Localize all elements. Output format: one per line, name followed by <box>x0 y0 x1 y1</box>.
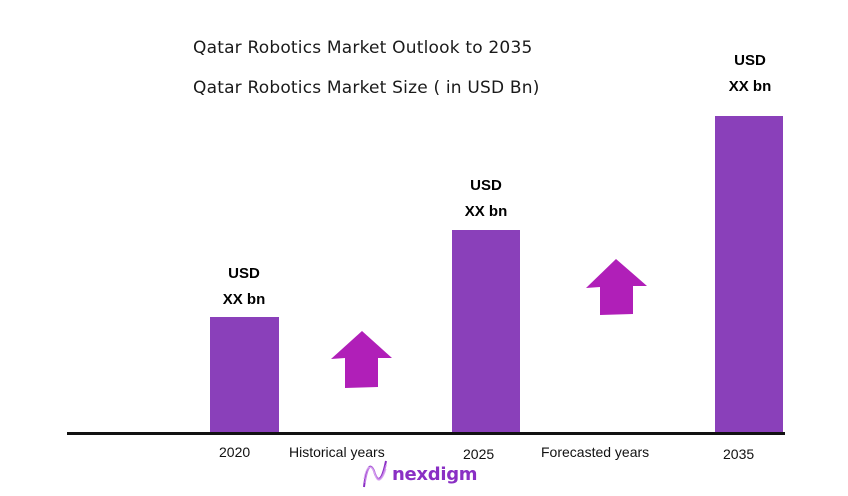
bar-2025-value-label: USD XX bn <box>436 173 536 225</box>
x-label-historical-years: Historical years <box>289 444 385 460</box>
nexdigm-logo: nexdigm <box>362 459 478 489</box>
x-axis-baseline <box>67 432 785 435</box>
value-label-currency: USD <box>228 265 260 282</box>
x-label-2020: 2020 <box>219 444 251 460</box>
logo-text: nexdigm <box>392 463 478 485</box>
x-label-2025: 2025 <box>463 446 495 462</box>
x-label-forecasted-years: Forecasted years <box>541 444 650 460</box>
bar-2025 <box>452 230 520 433</box>
up-arrow-icon <box>331 331 392 388</box>
chart-subtitle: Qatar Robotics Market Size ( in USD Bn) <box>193 78 540 98</box>
wave-logo-icon <box>363 460 387 488</box>
chart-title: Qatar Robotics Market Outlook to 2035 <box>193 38 533 58</box>
value-label-currency: USD <box>734 52 766 69</box>
bar-2020 <box>210 317 279 433</box>
bar-2035-value-label: USD XX bn <box>700 48 800 100</box>
value-label-currency: USD <box>470 177 502 194</box>
bar-2020-value-label: USD XX bn <box>194 261 294 313</box>
up-arrow-icon <box>586 259 647 315</box>
value-label-amount: XX bn <box>728 78 772 95</box>
x-label-2035: 2035 <box>723 446 755 462</box>
value-label-amount: XX bn <box>222 291 266 308</box>
bar-2035 <box>715 116 783 433</box>
value-label-amount: XX bn <box>464 203 508 220</box>
